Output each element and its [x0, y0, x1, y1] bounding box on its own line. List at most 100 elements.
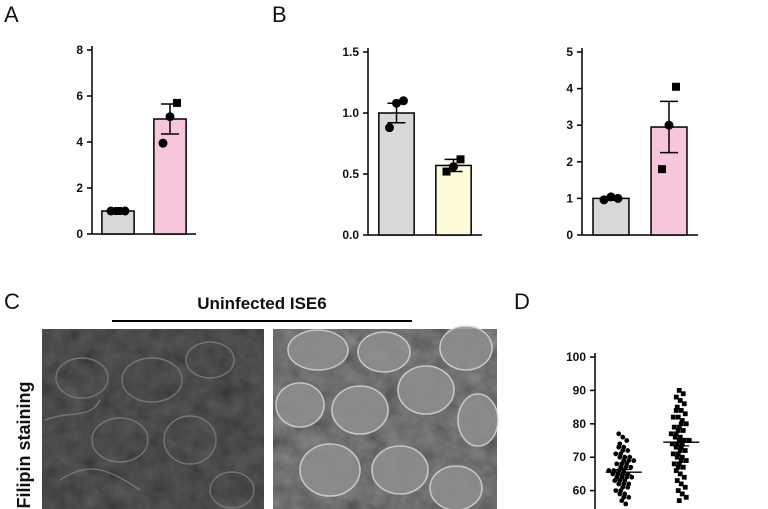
bar-0: [592, 197, 630, 236]
data-point: [619, 498, 625, 504]
y-tick-label: 6: [76, 89, 83, 103]
data-point: [675, 451, 681, 457]
data-point: [617, 491, 623, 497]
y-tick-label: 1.5: [342, 45, 359, 59]
data-point: [673, 431, 679, 437]
data-point: [613, 451, 619, 457]
data-point: [676, 438, 682, 443]
data-point: [673, 444, 679, 450]
microscopy-group-title: Uninfected ISE6: [197, 294, 326, 313]
data-point: [674, 441, 680, 447]
data-point: [676, 388, 682, 393]
data-point: [680, 391, 686, 397]
data-point: [673, 468, 679, 473]
y-tick-label: 90: [573, 383, 587, 397]
data-point: [623, 501, 629, 507]
data-point: [674, 404, 680, 410]
data-point: [629, 474, 635, 480]
data-point: [674, 478, 680, 483]
data-point: [664, 120, 674, 130]
data-point: [616, 444, 622, 450]
data-point: [625, 448, 631, 453]
data-point: [683, 494, 689, 500]
y-tick-label: 1: [566, 191, 573, 205]
data-point: [392, 98, 401, 108]
data-point: [682, 411, 688, 417]
y-tick-label: 80: [573, 417, 587, 431]
data-point: [606, 192, 616, 202]
data-point: [678, 444, 684, 450]
y-tick-label: 5: [566, 45, 573, 59]
data-point: [679, 454, 685, 460]
data-point: [672, 434, 678, 440]
data-point: [658, 165, 666, 174]
y-tick-label: 1.0: [342, 106, 359, 120]
data-point: [626, 494, 632, 500]
data-point: [674, 454, 680, 460]
data-point: [669, 441, 675, 447]
y-tick-label: 2: [566, 155, 573, 169]
data-point: [173, 98, 181, 107]
panel-letter-d: D: [514, 289, 530, 314]
data-point: [165, 112, 175, 122]
bar-0: [378, 112, 415, 236]
data-point: [676, 424, 682, 430]
data-point: [683, 458, 689, 463]
data-point: [676, 498, 682, 504]
data-point: [628, 464, 634, 470]
data-point: [679, 418, 685, 423]
chart-b-silencing: 0.0 0.5 1.0 1.5: [342, 45, 482, 242]
data-point: [673, 408, 679, 413]
data-point: [681, 474, 687, 480]
data-point: [614, 461, 620, 467]
data-point: [682, 448, 688, 453]
data-point: [599, 195, 609, 205]
data-point: [671, 424, 677, 430]
data-point: [617, 454, 623, 460]
data-point: [680, 464, 686, 470]
data-point: [681, 401, 687, 407]
data-point: [616, 481, 622, 487]
data-point: [678, 408, 684, 413]
data-point: [620, 434, 626, 440]
data-point: [114, 207, 122, 215]
data-point: [675, 464, 681, 470]
data-point: [678, 421, 684, 427]
data-point: [631, 458, 637, 463]
data-point: [158, 138, 168, 148]
data-point: [671, 461, 677, 467]
y-tick-label: 8: [76, 43, 83, 57]
data-point: [670, 451, 676, 457]
micrograph-infected: [273, 325, 499, 509]
data-point: [677, 434, 683, 440]
data-point: [677, 448, 683, 453]
data-point: [613, 193, 623, 203]
data-point: [675, 414, 681, 420]
data-point: [456, 155, 465, 164]
y-tick-label: 0.0: [342, 228, 359, 242]
data-point: [442, 167, 451, 176]
y-tick-label: 0.5: [342, 167, 359, 181]
data-point: [679, 441, 685, 447]
data-point: [678, 458, 684, 463]
data-point: [673, 394, 679, 400]
panel-letter-a: A: [4, 2, 19, 27]
chart-b-cholesterol: 0 1 2 3 4 5: [566, 45, 698, 242]
data-point: [612, 478, 618, 483]
panel-letter-b: B: [272, 2, 287, 27]
y-tick-label: 100: [566, 350, 586, 364]
y-tick-label: 4: [566, 82, 573, 96]
panel-letter-c: C: [4, 289, 20, 314]
data-point: [385, 123, 394, 133]
bar-1: [435, 164, 472, 236]
data-point: [672, 82, 680, 91]
y-tick-label: 0: [566, 228, 573, 242]
y-tick-label: 70: [573, 450, 587, 464]
data-point: [625, 484, 631, 490]
row-label: Filipin staining: [14, 382, 34, 509]
data-point: [624, 438, 630, 443]
data-point: [449, 162, 458, 172]
data-point: [676, 461, 682, 467]
data-point: [679, 491, 685, 497]
